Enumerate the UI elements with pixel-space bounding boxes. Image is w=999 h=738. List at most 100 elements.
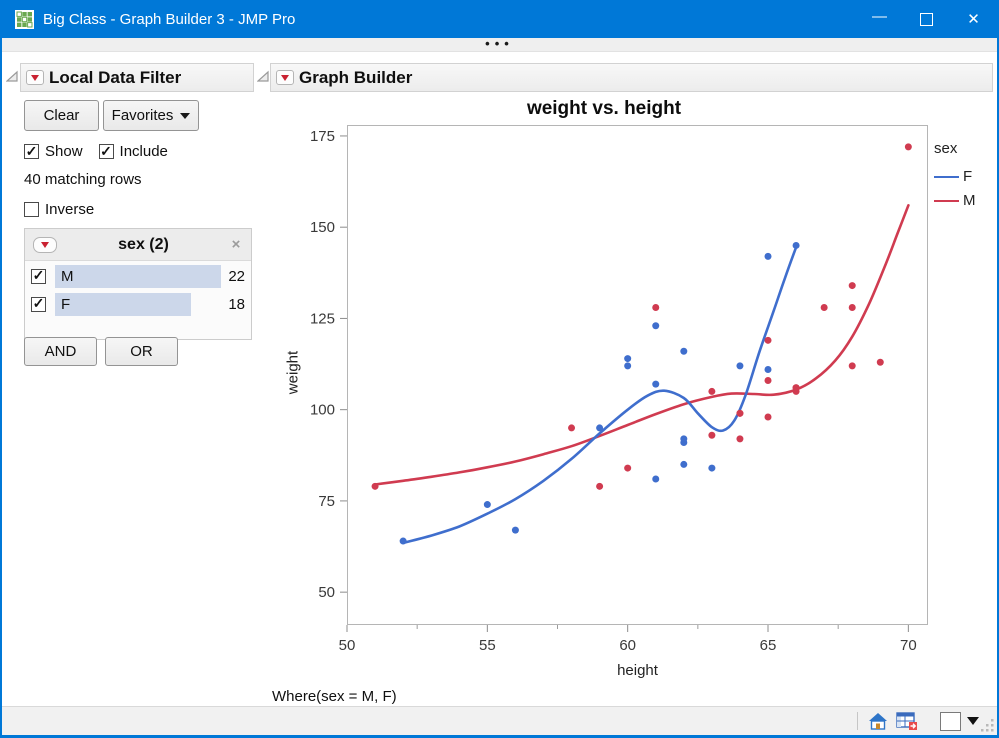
data-point-F[interactable]	[483, 501, 491, 509]
data-point-F[interactable]	[624, 362, 632, 370]
filter-m-label[interactable]: M	[61, 267, 74, 285]
color-swatch[interactable]	[940, 711, 961, 731]
inverse-checkbox[interactable]: ✓	[24, 202, 39, 217]
clear-button[interactable]: Clear	[24, 100, 99, 131]
red-triangle-icon	[31, 74, 39, 81]
x-tick-label: 70	[900, 637, 917, 654]
legend-entry-f[interactable]: F	[934, 168, 976, 185]
data-point-F[interactable]	[652, 322, 660, 330]
minimize-button[interactable]: —	[872, 8, 887, 25]
matching-rows-text: 40 matching rows	[24, 171, 142, 188]
maximize-button[interactable]	[903, 0, 950, 38]
data-point-M[interactable]	[764, 376, 772, 384]
filter-m-count: 22	[228, 267, 245, 285]
data-point-M[interactable]	[371, 482, 379, 490]
data-point-F[interactable]	[792, 241, 800, 249]
sex-filter-header: sex (2) ×	[25, 229, 251, 261]
filter-f-count: 18	[228, 295, 245, 313]
scatter-plot[interactable]: 50 55 60 65 70 50 75 100 125 150 175	[282, 95, 999, 695]
data-point-M[interactable]	[596, 482, 604, 490]
data-point-M[interactable]	[848, 282, 856, 290]
filter-f-label[interactable]: F	[61, 295, 71, 313]
data-point-M[interactable]	[820, 303, 828, 311]
status-separator	[857, 712, 858, 730]
data-point-M[interactable]	[736, 409, 744, 417]
data-point-F[interactable]	[680, 460, 688, 468]
data-point-M[interactable]	[848, 303, 856, 311]
data-point-F[interactable]	[736, 362, 744, 370]
red-triangle-icon	[41, 241, 49, 248]
x-axis-label: height	[617, 662, 658, 679]
home-icon[interactable]	[868, 712, 888, 730]
data-point-F[interactable]	[764, 252, 772, 260]
or-button[interactable]: OR	[105, 337, 178, 366]
data-point-M[interactable]	[764, 413, 772, 421]
data-point-M[interactable]	[568, 424, 576, 432]
data-point-F[interactable]	[680, 347, 688, 355]
filter-f-bar-zone: F	[55, 292, 219, 316]
ribbon-expand-handle[interactable]: •••	[485, 35, 514, 51]
graph-panel-header: Graph Builder	[270, 63, 993, 92]
y-axis-label: weight	[284, 350, 302, 395]
legend-line-m	[934, 199, 959, 202]
data-point-F[interactable]	[652, 380, 660, 388]
legend-line-f	[934, 175, 959, 178]
data-point-M[interactable]	[848, 362, 856, 370]
data-point-F[interactable]	[764, 366, 772, 374]
graph-disclosure-icon[interactable]	[257, 70, 270, 83]
title-bar: Big Class - Graph Builder 3 - JMP Pro — …	[2, 0, 997, 38]
y-tick-label: 150	[310, 219, 335, 236]
data-point-M[interactable]	[708, 431, 716, 439]
include-checkbox-label: Include	[119, 143, 168, 160]
data-point-F[interactable]	[708, 464, 716, 472]
data-point-F[interactable]	[680, 435, 688, 443]
filter-m-bar-zone: M	[55, 264, 221, 288]
sex-filter-red-triangle-menu[interactable]	[33, 236, 57, 253]
show-checkbox-label: Show	[45, 143, 83, 160]
data-point-F[interactable]	[596, 424, 604, 432]
status-dropdown-arrow-icon[interactable]	[967, 717, 979, 725]
data-point-M[interactable]	[792, 384, 800, 392]
red-triangle-icon	[281, 74, 289, 81]
y-tick-label: 50	[318, 584, 335, 601]
status-bar	[2, 706, 997, 735]
filter-m-checkbox[interactable]: ✓	[31, 267, 46, 284]
data-point-M[interactable]	[708, 387, 716, 395]
window-title: Big Class - Graph Builder 3 - JMP Pro	[43, 10, 296, 28]
jmp-app-icon	[15, 9, 34, 29]
data-point-M[interactable]	[736, 435, 744, 443]
toolbar-strip: •••	[2, 35, 997, 52]
data-point-M[interactable]	[652, 303, 660, 311]
favorites-button[interactable]: Favorites	[103, 100, 199, 131]
smoother-line-F	[401, 246, 798, 545]
filter-m-bar[interactable]	[55, 264, 221, 288]
data-point-F[interactable]	[652, 475, 660, 483]
graph-panel-title: Graph Builder	[299, 67, 413, 87]
filter-f-bar[interactable]	[55, 292, 191, 316]
graph-red-triangle-menu[interactable]	[276, 70, 294, 85]
and-button[interactable]: AND	[24, 337, 97, 366]
include-checkbox[interactable]: ✓	[98, 142, 114, 159]
legend-title: sex	[934, 140, 958, 157]
y-tick-label: 75	[318, 493, 335, 510]
data-point-F[interactable]	[399, 537, 407, 545]
data-point-M[interactable]	[876, 358, 884, 366]
filter-red-triangle-menu[interactable]	[26, 70, 44, 85]
filter-f-checkbox[interactable]: ✓	[31, 295, 46, 312]
close-button[interactable]: ✕	[967, 11, 980, 28]
sex-filter-close-icon[interactable]: ×	[231, 236, 241, 253]
data-table-icon[interactable]	[896, 711, 918, 731]
x-tick-label: 55	[479, 637, 496, 654]
legend-entry-m[interactable]: M	[934, 192, 976, 209]
data-point-F[interactable]	[624, 355, 632, 363]
resize-grip[interactable]	[981, 719, 995, 733]
data-point-M[interactable]	[624, 464, 632, 472]
data-point-M[interactable]	[904, 143, 912, 151]
filter-disclosure-icon[interactable]	[6, 70, 19, 83]
data-point-M[interactable]	[764, 336, 772, 344]
show-checkbox[interactable]: ✓	[24, 142, 39, 159]
data-point-F[interactable]	[511, 526, 519, 534]
legend: sex F M	[934, 140, 976, 216]
x-tick-label: 65	[760, 637, 777, 654]
